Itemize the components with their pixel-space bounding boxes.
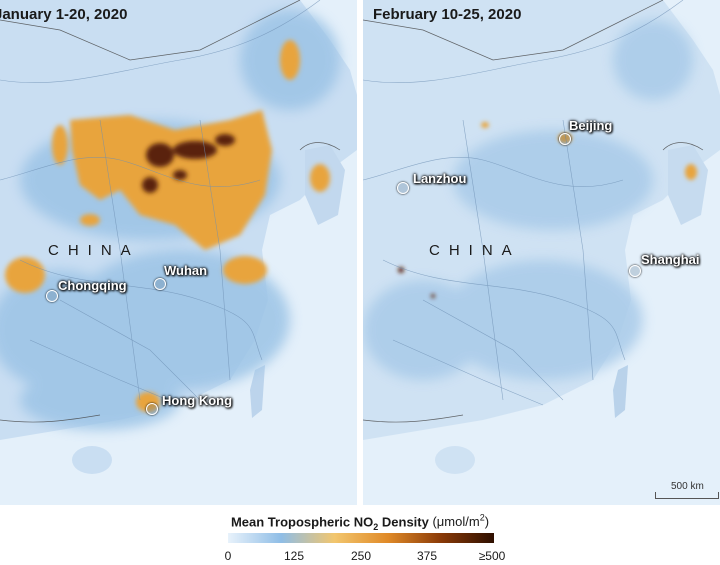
legend-unit: (μmol/m2) (432, 513, 490, 530)
city-marker-lanzhou (397, 182, 409, 194)
country-label-china: CHINA (429, 242, 521, 259)
legend-title: Mean Tropospheric NO2 Density (μmol/m2) (0, 513, 720, 532)
legend-unit-main: (μmol/m (432, 514, 480, 530)
city-marker-beijing (559, 133, 571, 145)
scale-bar (655, 492, 719, 499)
city-marker-shanghai (629, 265, 641, 277)
map-panel-january: January 1-20, 2020 CHINA Chongqing Wuhan… (0, 0, 357, 505)
city-label-hong-kong: Hong Kong (162, 393, 233, 408)
map-panel-february: February 10-25, 2020 CHINA Beijing Lanzh… (363, 0, 720, 505)
legend-unit-close: ) (484, 514, 490, 530)
country-label-china: CHINA (48, 242, 140, 259)
city-marker-chongqing (46, 290, 58, 302)
legend-tick-375: 375 (416, 549, 438, 563)
map-right-graphic (363, 0, 720, 505)
city-label-beijing: Beijing (569, 118, 613, 133)
panel-title-february: February 10-25, 2020 (373, 6, 522, 23)
city-label-shanghai: Shanghai (641, 252, 700, 267)
scale-label: 500 km (671, 481, 704, 492)
legend-tick-250: 250 (350, 549, 372, 563)
legend-unit-sup: 2 (479, 513, 485, 523)
panel-title-january: January 1-20, 2020 (0, 6, 128, 23)
legend-tick-125: 125 (283, 549, 305, 563)
no2-peak-region (142, 134, 235, 193)
city-marker-wuhan (154, 278, 166, 290)
city-label-wuhan: Wuhan (164, 263, 208, 278)
legend-title-main: Mean Tropospheric NO (230, 514, 374, 530)
city-label-chongqing: Chongqing (58, 278, 127, 293)
legend-title-subscript: 2 (373, 521, 379, 532)
legend-tick-500: ≥500 (478, 549, 506, 563)
legend-title-tail: Density (378, 514, 433, 530)
map-left-graphic (0, 0, 357, 505)
city-label-lanzhou: Lanzhou (413, 171, 467, 186)
legend-color-bar (228, 533, 494, 543)
city-marker-hong-kong (146, 403, 158, 415)
legend-tick-0: 0 (224, 549, 232, 563)
